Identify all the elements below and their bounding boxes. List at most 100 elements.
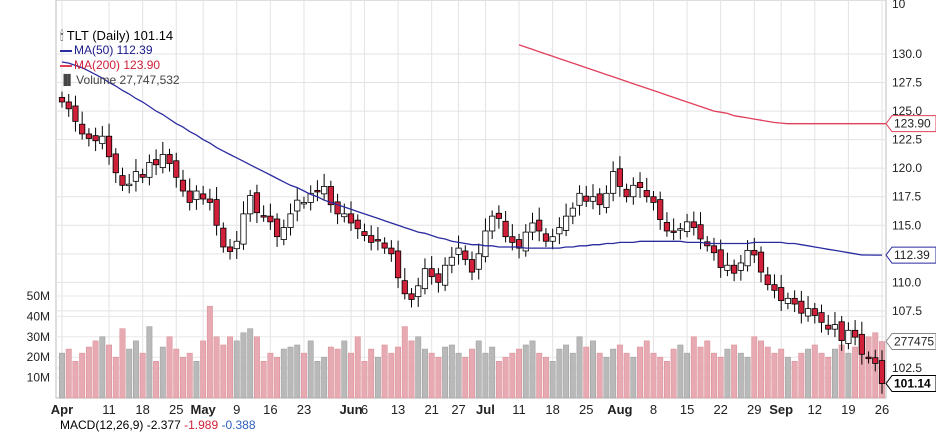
volume-bar [805, 348, 812, 399]
x-tick-label: 21 [424, 402, 438, 417]
candle-body [267, 215, 274, 223]
volume-bar [280, 348, 287, 399]
candle-body [206, 198, 213, 203]
candle-body [334, 201, 341, 215]
candle-body [72, 105, 79, 122]
candle-body [583, 195, 590, 202]
candle-body [119, 175, 126, 186]
candle-body [448, 256, 455, 266]
candle-body [462, 250, 469, 260]
volume-tag-text: 277475 [894, 334, 934, 348]
candle-body [381, 242, 388, 249]
volume-bar [321, 356, 328, 399]
volume-bar [455, 352, 462, 399]
candle-body [401, 280, 408, 295]
x-tick-label: Sep [769, 402, 793, 417]
volume-bar [677, 344, 684, 399]
macd-label: MACD(12,26,9) [60, 418, 144, 432]
macd-value-3: -0.388 [221, 418, 256, 432]
volume-bar [267, 352, 274, 399]
volume-bar [569, 352, 576, 399]
ma200-swatch [60, 64, 72, 67]
x-tick-label: Apr [51, 402, 73, 417]
ma50-label: MA(50) 112.39 [74, 43, 153, 57]
volume-bar [72, 361, 79, 399]
candle-body [455, 247, 462, 255]
volume-bar [549, 361, 556, 399]
candle-body [865, 356, 872, 360]
volume-bar [724, 348, 731, 399]
volume-bar [556, 348, 563, 399]
volume-bar [146, 326, 153, 399]
volume-bar [428, 352, 435, 399]
candle-body [321, 186, 328, 195]
candle-body [260, 215, 267, 218]
x-tick-label: 22 [713, 402, 727, 417]
candle-body [428, 268, 435, 278]
y-tick-label: 130.0 [892, 47, 922, 61]
candle-body [630, 184, 637, 198]
y-tick-label: 102.5 [892, 361, 922, 375]
price-tag: 101.14 [885, 375, 936, 393]
candle-body [287, 213, 294, 228]
volume-bar [744, 356, 751, 399]
candle-body [536, 219, 543, 232]
volume-bar [529, 340, 536, 399]
volume-bar [469, 348, 475, 399]
volume-bar [623, 352, 630, 399]
candle-body [825, 324, 832, 330]
candle-body [58, 96, 66, 103]
volume-bars-icon: ▐▌ [60, 75, 75, 86]
volume-bar [475, 340, 482, 399]
candle-body [495, 212, 502, 219]
candle-body [502, 220, 509, 238]
price-tag-box [885, 375, 936, 393]
candle-body [549, 236, 556, 242]
candle-body [220, 227, 227, 248]
candle-body [166, 154, 173, 165]
volume-bar [616, 344, 623, 399]
price-tag: 123.90 [885, 115, 936, 133]
volume-bar [643, 340, 650, 399]
candle-body [186, 190, 193, 203]
volume-bar [751, 336, 758, 399]
x-tick-label: 12 [808, 402, 822, 417]
candle-body [616, 168, 623, 187]
candle-body [690, 221, 697, 228]
candle-body [307, 192, 314, 203]
candle-body [475, 253, 482, 270]
candle-body [179, 179, 187, 192]
candle-body [341, 213, 348, 218]
candle-body [193, 190, 200, 200]
volume-bar [482, 352, 489, 399]
volume-bar [536, 352, 543, 399]
candle-body [327, 186, 334, 206]
volume-bar [260, 361, 267, 399]
volume-bar [395, 346, 402, 399]
volume-bar [731, 344, 738, 399]
candle-body [663, 222, 671, 232]
volume-bar [489, 346, 496, 399]
volume-bar [180, 356, 186, 399]
candle-body [394, 250, 402, 279]
volume-bar [583, 346, 590, 399]
volume-bar [368, 348, 375, 399]
volume-bar [495, 361, 502, 399]
volume-bar [435, 356, 442, 399]
volume-bar [92, 340, 99, 399]
candle-body [273, 218, 281, 238]
candle-body [347, 213, 355, 224]
candle-body [294, 199, 301, 212]
candle-body [683, 221, 691, 232]
volume-bar [401, 326, 408, 399]
volume-bar [253, 336, 260, 399]
candle-body [200, 193, 207, 200]
candle-body [226, 246, 234, 252]
candle-body [838, 321, 845, 341]
candle-body [368, 235, 375, 243]
y-tick-label: 120.0 [892, 161, 922, 175]
ma200-line [518, 44, 896, 125]
volume-bar [361, 361, 368, 399]
x-tick-label: 18 [545, 402, 559, 417]
volume-bar [233, 340, 240, 399]
